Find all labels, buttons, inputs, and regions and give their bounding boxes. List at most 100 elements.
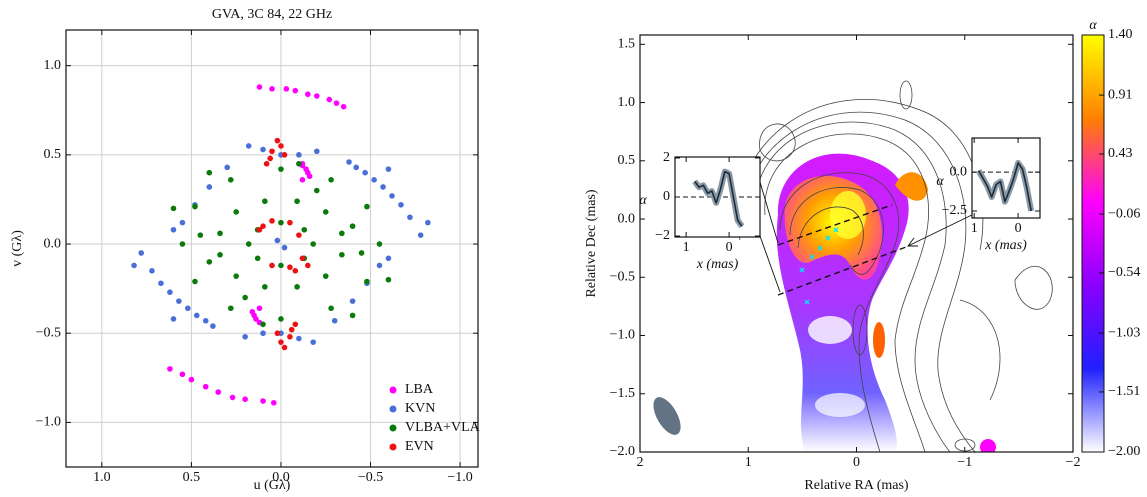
uv-point	[417, 232, 424, 238]
profile-line	[694, 170, 743, 227]
plot-frame	[971, 137, 1041, 219]
uv-point	[296, 335, 302, 342]
uv-point	[296, 160, 302, 167]
legend-label: VLBA+VLA	[405, 420, 481, 435]
colorbar-tick-label: −2.00	[1108, 444, 1140, 459]
x-tick-label: 1	[745, 455, 752, 470]
y-tick-label: 1.0	[618, 95, 636, 110]
uv-point	[305, 262, 311, 269]
uv-point	[328, 177, 334, 183]
x-tick-label: 1	[971, 221, 978, 236]
uv-point	[228, 177, 234, 183]
uv-point	[260, 398, 266, 404]
uv-point	[358, 250, 365, 256]
uv-point	[269, 262, 275, 269]
uv-point	[313, 93, 320, 99]
uv-point	[340, 103, 347, 110]
uv-point	[296, 152, 302, 158]
uv-point	[256, 226, 263, 233]
uv-point	[385, 166, 392, 172]
y-tick-label: 0.0	[950, 164, 968, 179]
uv-point	[262, 198, 268, 205]
uv-point	[292, 321, 299, 328]
colorbar-tick-label: −0.54	[1108, 265, 1140, 280]
colorbar	[1081, 34, 1105, 453]
y-tick-label: 2	[663, 150, 670, 165]
x-axis-label: x (mas)	[696, 257, 739, 272]
uv-point	[310, 339, 317, 345]
uv-point	[197, 232, 204, 238]
uv-point	[215, 389, 222, 395]
uv-point	[328, 305, 334, 312]
uv-point	[202, 317, 209, 324]
uv-point	[389, 193, 395, 199]
uv-point	[281, 152, 288, 158]
uv-point	[170, 205, 177, 212]
y-tick-label: −1.5	[610, 386, 635, 401]
y-tick-label: −0.5	[610, 269, 635, 284]
uv-point	[346, 159, 352, 165]
x-tick-label: −0.5	[358, 470, 383, 485]
uv-point	[287, 264, 293, 271]
uv-point	[353, 164, 359, 171]
uv-point	[339, 251, 345, 258]
uv-point	[176, 298, 182, 304]
y-axis-label: Relative Dec (mas)	[584, 189, 599, 297]
colorbar-tick-label: −1.03	[1108, 325, 1140, 340]
uv-point	[364, 203, 370, 210]
uv-point	[254, 255, 261, 262]
uv-point	[376, 262, 383, 269]
uv-point	[269, 218, 275, 224]
x-axis-label: Relative RA (mas)	[804, 478, 909, 493]
x-tick-label: 1.0	[93, 470, 111, 485]
uv-point	[263, 160, 270, 167]
uv-point	[425, 219, 431, 226]
uv-point	[326, 96, 333, 103]
uv-point	[270, 399, 277, 406]
uv-point	[269, 148, 275, 155]
x-tick-label: 0	[853, 455, 860, 470]
uv-point	[179, 219, 186, 226]
uv-point	[224, 164, 231, 171]
y-tick-label: 0.5	[44, 147, 62, 162]
x-tick-label: 1	[683, 240, 690, 255]
legend-label: LBA	[405, 382, 434, 397]
uv-point	[256, 305, 263, 312]
uv-point	[281, 244, 288, 251]
uv-point	[349, 223, 356, 230]
uv-point	[333, 100, 340, 106]
y-tick-label: 0.5	[618, 153, 636, 168]
x-tick-label: 0.0	[272, 470, 290, 485]
uv-point	[376, 241, 383, 247]
colorbar-tick-label: −0.06	[1108, 206, 1140, 221]
uv-point	[167, 366, 173, 372]
uv-point	[278, 219, 284, 226]
uv-point	[245, 143, 252, 149]
uv-point	[278, 166, 284, 172]
colorbar-tick-label: 0.43	[1108, 146, 1133, 161]
uv-point	[294, 284, 300, 290]
uv-point	[233, 273, 239, 279]
y-tick-label: 0.0	[618, 211, 636, 226]
colorbar-label: α	[1089, 18, 1097, 33]
uv-point	[274, 237, 281, 244]
x-tick-label: 2	[637, 455, 644, 470]
uv-point	[242, 396, 248, 403]
uv-point	[217, 251, 223, 258]
uv-point	[167, 289, 173, 296]
uv-point	[242, 294, 248, 301]
uv-point	[288, 326, 295, 333]
uv-point	[260, 330, 266, 337]
y-tick-label: −1.0	[610, 328, 635, 343]
uv-point	[131, 262, 137, 269]
legend-marker	[389, 386, 397, 394]
uv-point	[287, 333, 293, 340]
uv-point	[278, 143, 284, 149]
chart-title: GVA, 3C 84, 22 GHz	[212, 7, 332, 22]
slice-arrows	[759, 181, 979, 293]
uv-point	[217, 230, 223, 237]
uv-point	[331, 317, 338, 324]
uv-point	[192, 278, 198, 285]
